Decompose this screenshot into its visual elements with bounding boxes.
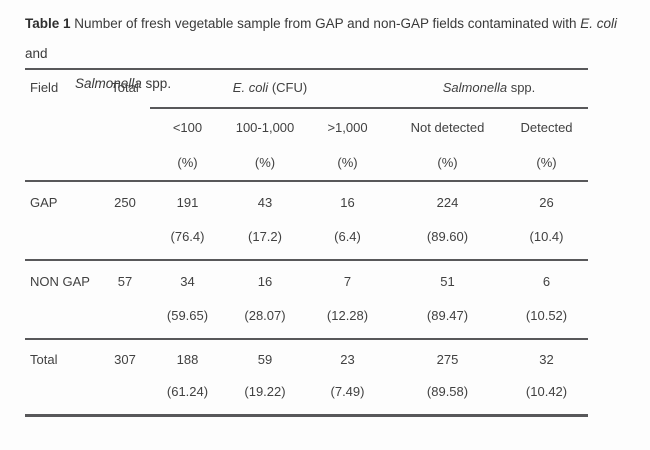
cell-pct: (76.4) xyxy=(170,229,205,244)
caption-text-end: and xyxy=(25,46,48,61)
table-row-gap: GAP 250 191 (76.4) 43 (17.2) 16 (6.4) 224 (8… xyxy=(25,181,589,260)
table-cell: 59 (19.22) xyxy=(225,339,305,416)
cell-pct: (10.42) xyxy=(525,384,568,399)
cell-value: 34 xyxy=(180,274,195,289)
table-cell: 32 (10.42) xyxy=(505,339,588,416)
table-cell: 16 (28.07) xyxy=(225,260,305,339)
table-cell: 191 (76.4) xyxy=(150,181,225,260)
cell-field: GAP xyxy=(30,195,58,210)
cell-pct: (6.4) xyxy=(334,229,361,244)
table-cell: 34 (59.65) xyxy=(150,260,225,339)
cell-value: 188 xyxy=(176,352,199,367)
table-cell: 16 (6.4) xyxy=(305,181,390,260)
table-cell: 23 (7.49) xyxy=(305,339,390,416)
cell-value: 26 xyxy=(539,195,554,210)
table-row-total: Total 307 188 (61.24) 59 (19.22) 23 (7.49) … xyxy=(25,339,588,416)
cell-value: 6 xyxy=(542,274,551,289)
table-cell: 43 (17.2) xyxy=(225,181,305,260)
data-table: Field Total E. coli (CFU) Salmonella spp… xyxy=(25,68,589,417)
cell-field: Total xyxy=(30,352,58,367)
cell-value: 16 xyxy=(340,195,355,210)
cell-value: 32 xyxy=(539,352,554,367)
subheader-pct: (%) xyxy=(505,145,589,182)
cell-total: 57 xyxy=(100,260,150,339)
cell-value: 51 xyxy=(440,274,455,289)
caption-text: Number of fresh vegetable sample from GA… xyxy=(74,16,581,31)
cell-pct: (12.28) xyxy=(326,308,369,323)
subheader-range-100-1000: 100-1,000 xyxy=(235,119,295,135)
cell-value: 59 xyxy=(257,352,273,367)
cell-value: 191 xyxy=(176,195,199,210)
cell-pct: (89.47) xyxy=(426,308,469,323)
subheader-range-lt100: <100 xyxy=(172,119,203,135)
cell-pct: (89.60) xyxy=(426,229,469,244)
cell-total: 307 xyxy=(100,339,150,416)
cell-pct: (61.24) xyxy=(166,384,209,399)
table-cell: 224 (89.60) xyxy=(390,181,505,260)
table-cell: 7 (12.28) xyxy=(305,260,390,339)
cell-value: 16 xyxy=(257,274,273,289)
row-label: GAP xyxy=(25,181,100,260)
cell-pct: (10.4) xyxy=(529,229,564,244)
header-field: Field xyxy=(25,69,100,182)
row-label: Total xyxy=(25,339,100,416)
cell-total-value: 57 xyxy=(117,274,133,289)
caption-table-number: Table 1 xyxy=(25,16,75,31)
subheader-pct: (%) xyxy=(305,145,391,182)
cell-pct: (89.58) xyxy=(426,384,469,399)
table-cell: 275 (89.58) xyxy=(390,339,505,416)
subheader-pct: (%) xyxy=(150,145,225,182)
ecoli-group-italic: E. coli xyxy=(232,80,269,95)
group-header-salmonella: Salmonella spp. xyxy=(390,69,589,109)
subheader-pct: (%) xyxy=(390,145,506,182)
subheader-detected: Detected xyxy=(520,119,573,135)
table-cell: 26 (10.4) xyxy=(505,181,588,260)
cell-pct: (59.65) xyxy=(166,308,209,323)
ecoli-group-rest: (CFU) xyxy=(268,80,308,95)
cell-total-value: 250 xyxy=(114,195,136,210)
cell-value: 23 xyxy=(340,352,355,367)
row-label: NON GAP xyxy=(25,260,100,339)
cell-pct: (28.07) xyxy=(244,308,286,323)
caption-ecoli-italic: E. coli xyxy=(580,16,618,31)
cell-value: 43 xyxy=(257,195,273,210)
subheader-pct: (%) xyxy=(225,145,305,182)
cell-value: 7 xyxy=(343,274,352,289)
table-row-non-gap: NON GAP 57 34 (59.65) 16 (28.07) 7 (12.28) … xyxy=(25,260,589,339)
cell-pct: (10.52) xyxy=(525,308,568,323)
table-cell: 51 (89.47) xyxy=(390,260,505,339)
cell-value: 224 xyxy=(436,195,459,210)
table-caption: Table 1 Number of fresh vegetable sample… xyxy=(0,0,650,99)
cell-pct: (17.2) xyxy=(248,229,282,244)
group-header-ecoli: E. coli (CFU) xyxy=(150,69,391,109)
cell-total-value: 307 xyxy=(114,352,136,367)
cell-pct: (19.22) xyxy=(244,384,286,399)
cell-pct: (7.49) xyxy=(330,384,365,399)
cell-field: NON GAP xyxy=(30,274,90,289)
table-cell: 6 (10.52) xyxy=(505,260,588,339)
cell-total: 250 xyxy=(100,181,150,260)
salmonella-group-italic: Salmonella xyxy=(442,80,508,95)
subheader-range-gt1000: >1,000 xyxy=(327,119,368,135)
salmonella-group-rest: spp. xyxy=(507,80,536,95)
subheader-not-detected: Not detected xyxy=(410,119,485,135)
cell-value: 275 xyxy=(436,352,459,367)
table-cell: 188 (61.24) xyxy=(150,339,225,416)
header-total: Total xyxy=(100,69,150,182)
